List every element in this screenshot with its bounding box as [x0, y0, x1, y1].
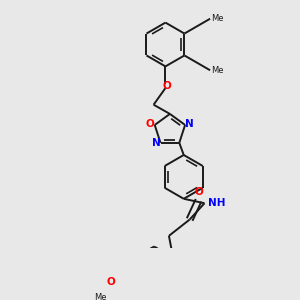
Text: O: O: [162, 81, 171, 91]
Text: Me: Me: [94, 293, 107, 300]
Text: N: N: [152, 138, 161, 148]
Text: O: O: [146, 119, 154, 129]
Text: O: O: [106, 277, 115, 287]
Text: Me: Me: [212, 14, 224, 23]
Text: O: O: [194, 187, 203, 197]
Text: Me: Me: [212, 66, 224, 75]
Text: NH: NH: [208, 198, 225, 208]
Text: N: N: [185, 119, 194, 129]
